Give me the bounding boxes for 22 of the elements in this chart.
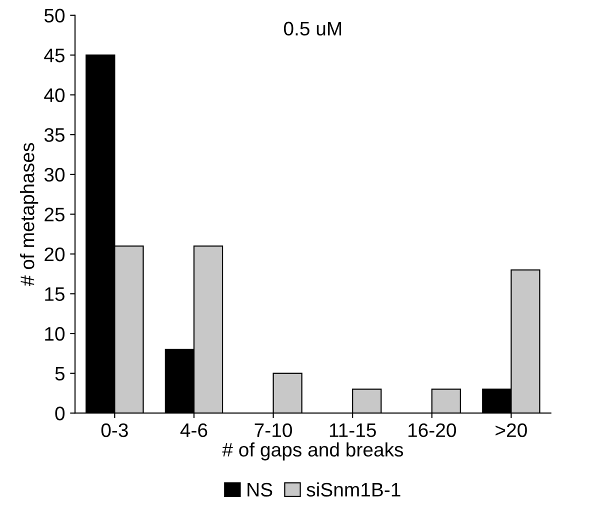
y-tick-label: 20 xyxy=(44,247,65,262)
legend-label: siSnm1B-1 xyxy=(306,482,400,497)
y-tick-label: 45 xyxy=(44,48,64,62)
x-axis-title: # of gaps and breaks xyxy=(222,442,404,460)
y-tick-label: 15 xyxy=(45,287,64,301)
y-tick-label: 30 xyxy=(44,168,65,182)
x-tick-label: 7-10 xyxy=(254,423,292,438)
y-tick-label: 25 xyxy=(44,208,64,222)
y-axis-title: # of metaphases xyxy=(20,143,38,286)
chart-title: 0.5 uM xyxy=(284,22,342,36)
y-tick-label: 40 xyxy=(44,88,65,102)
legend-label: NS xyxy=(248,482,272,497)
x-tick-label: 16-20 xyxy=(408,423,456,438)
x-tick-label: 4-6 xyxy=(180,423,208,438)
x-tick-label: 0-3 xyxy=(101,423,128,438)
y-tick-label: 5 xyxy=(55,366,64,381)
y-tick-label: 50 xyxy=(44,8,65,23)
x-tick-label: >20 xyxy=(496,423,527,438)
y-tick-label: 35 xyxy=(44,128,64,142)
y-tick-label: 0 xyxy=(55,406,65,420)
y-tick-label: 10 xyxy=(45,327,65,341)
x-tick-label: 11-15 xyxy=(330,424,376,438)
